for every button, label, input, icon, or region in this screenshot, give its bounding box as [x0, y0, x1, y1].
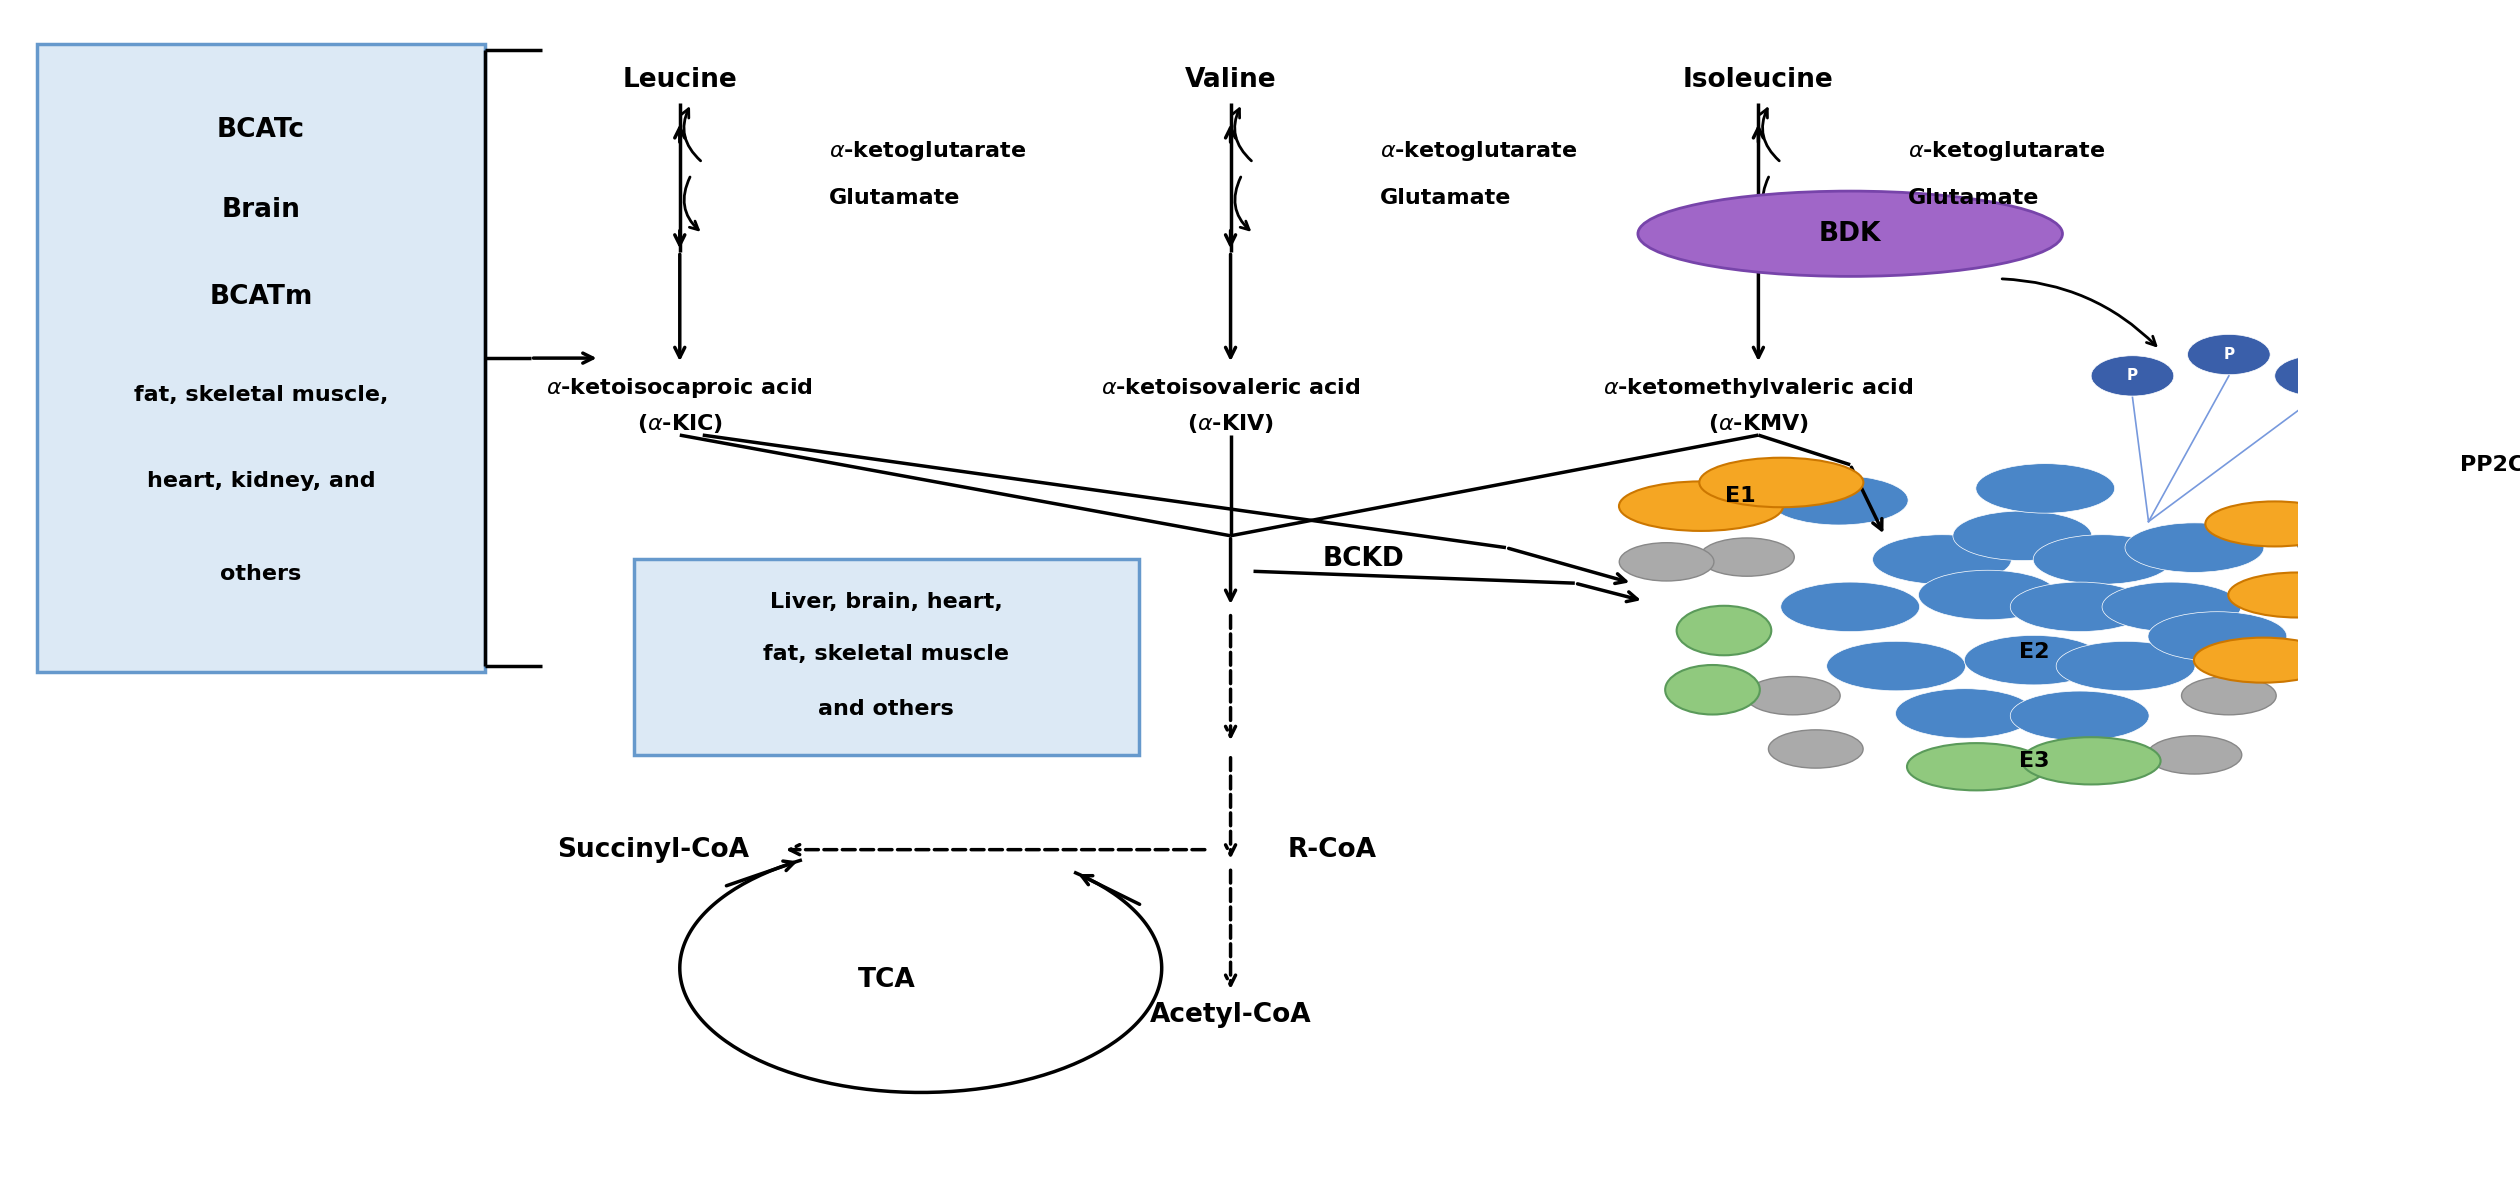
Text: ($\alpha$-KIC): ($\alpha$-KIC)	[638, 412, 723, 434]
Text: fat, skeletal muscle,: fat, skeletal muscle,	[134, 386, 388, 405]
Ellipse shape	[2195, 638, 2334, 683]
Text: $\alpha$-ketoisovaleric acid: $\alpha$-ketoisovaleric acid	[1101, 377, 1361, 397]
Ellipse shape	[2147, 612, 2286, 662]
Ellipse shape	[1666, 665, 1759, 714]
Ellipse shape	[1976, 464, 2114, 513]
FancyBboxPatch shape	[38, 44, 484, 672]
Text: $\alpha$-ketoisocaproic acid: $\alpha$-ketoisocaproic acid	[547, 376, 814, 400]
Text: others: others	[219, 564, 302, 583]
Text: BDK: BDK	[1819, 220, 1882, 246]
Text: Acetyl-CoA: Acetyl-CoA	[1149, 1002, 1310, 1028]
Text: E1: E1	[1724, 486, 1756, 506]
Ellipse shape	[1782, 582, 1920, 632]
Text: Brain: Brain	[222, 198, 300, 224]
Text: R-CoA: R-CoA	[1288, 837, 1376, 863]
Ellipse shape	[1895, 689, 2034, 738]
Text: Isoleucine: Isoleucine	[1683, 67, 1835, 93]
Ellipse shape	[1698, 538, 1794, 576]
Text: and others: and others	[819, 699, 955, 719]
FancyBboxPatch shape	[635, 559, 1139, 754]
Text: fat, skeletal muscle: fat, skeletal muscle	[764, 644, 1011, 664]
Ellipse shape	[2308, 425, 2520, 505]
Ellipse shape	[2276, 356, 2356, 396]
Ellipse shape	[1908, 743, 2046, 790]
Text: E3: E3	[2019, 751, 2049, 771]
Ellipse shape	[2011, 582, 2150, 632]
Ellipse shape	[1618, 482, 1784, 531]
Ellipse shape	[1769, 729, 1862, 768]
Text: $\alpha$-ketoglutarate: $\alpha$-ketoglutarate	[1381, 139, 1578, 163]
Ellipse shape	[1953, 511, 2092, 560]
Text: Glutamate: Glutamate	[1381, 188, 1512, 208]
Ellipse shape	[2021, 737, 2160, 784]
Text: Valine: Valine	[1184, 67, 1275, 93]
Ellipse shape	[2011, 691, 2150, 740]
Ellipse shape	[2092, 356, 2175, 396]
Text: ($\alpha$-KMV): ($\alpha$-KMV)	[1709, 412, 1809, 434]
Ellipse shape	[2187, 334, 2271, 375]
Text: $\alpha$-ketoglutarate: $\alpha$-ketoglutarate	[1908, 139, 2104, 163]
Text: Succinyl-CoA: Succinyl-CoA	[557, 837, 748, 863]
Text: Leucine: Leucine	[622, 67, 738, 93]
Ellipse shape	[2205, 501, 2344, 546]
Ellipse shape	[1872, 534, 2011, 584]
Ellipse shape	[1698, 458, 1862, 507]
Ellipse shape	[2124, 522, 2263, 572]
Ellipse shape	[2056, 641, 2195, 691]
Text: E2: E2	[2019, 641, 2049, 662]
Ellipse shape	[2102, 582, 2240, 632]
Text: P: P	[2311, 369, 2321, 383]
Text: Glutamate: Glutamate	[1908, 188, 2039, 208]
Ellipse shape	[2147, 735, 2243, 774]
Text: P: P	[2127, 369, 2137, 383]
Ellipse shape	[2034, 534, 2172, 584]
Ellipse shape	[1827, 641, 1966, 691]
Ellipse shape	[1676, 606, 1772, 656]
Ellipse shape	[1638, 192, 2061, 276]
Ellipse shape	[2318, 594, 2414, 632]
Ellipse shape	[1918, 570, 2056, 620]
Ellipse shape	[1620, 543, 1714, 581]
Text: ($\alpha$-KIV): ($\alpha$-KIV)	[1187, 412, 1275, 434]
Text: $\alpha$-ketoglutarate: $\alpha$-ketoglutarate	[829, 139, 1026, 163]
Ellipse shape	[1966, 635, 2104, 685]
Ellipse shape	[2296, 522, 2391, 560]
Text: BCKD: BCKD	[1323, 546, 1404, 572]
Text: BCATc: BCATc	[217, 118, 305, 143]
Text: PP2Cm: PP2Cm	[2460, 455, 2520, 475]
Text: TCA: TCA	[857, 967, 915, 992]
Text: BCATm: BCATm	[209, 283, 312, 309]
Text: P: P	[2223, 347, 2235, 362]
Text: $\alpha$-ketomethylvaleric acid: $\alpha$-ketomethylvaleric acid	[1603, 376, 1913, 400]
Ellipse shape	[1769, 476, 1908, 525]
Ellipse shape	[2228, 572, 2366, 618]
Text: heart, kidney, and: heart, kidney, and	[146, 471, 375, 491]
Text: Glutamate: Glutamate	[829, 188, 960, 208]
Ellipse shape	[1746, 677, 1840, 715]
Text: Liver, brain, heart,: Liver, brain, heart,	[771, 593, 1003, 612]
Ellipse shape	[2182, 677, 2276, 715]
